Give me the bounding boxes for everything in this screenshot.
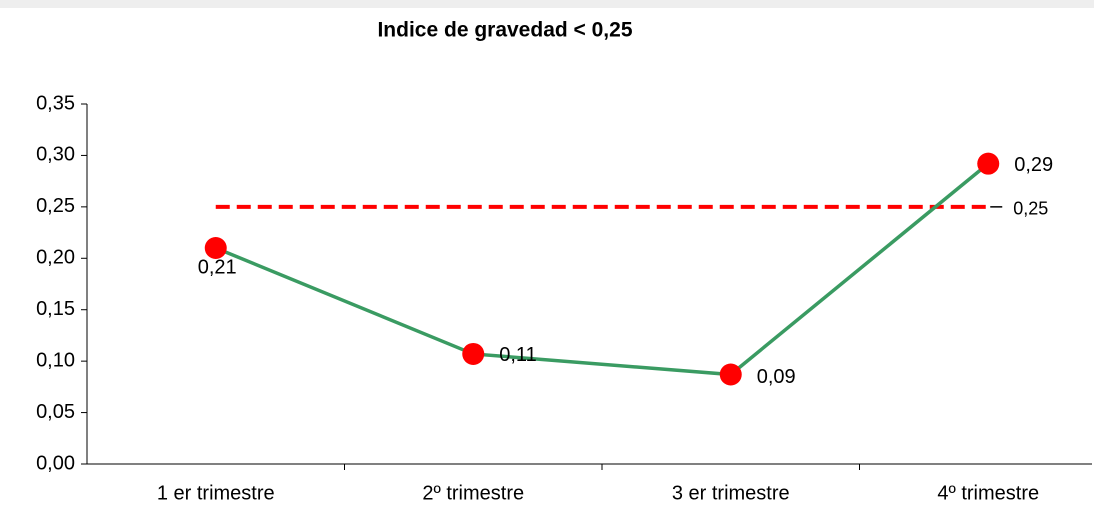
y-tick-label: 0,00: [36, 452, 75, 474]
x-tick-label: 2º trimestre: [422, 482, 524, 504]
x-tick-label: 3 er trimestre: [672, 482, 790, 504]
y-tick-label: 0,05: [36, 401, 75, 423]
y-tick-label: 0,20: [36, 247, 75, 269]
marker: [977, 152, 1000, 175]
data-label: 0,29: [1014, 154, 1053, 176]
data-label: 0,11: [499, 344, 536, 366]
y-tick-label: 0,10: [36, 349, 75, 371]
marker: [204, 237, 227, 259]
y-tick-label: 0,35: [36, 92, 75, 114]
x-tick-label: 4º trimestre: [937, 482, 1039, 504]
y-tick-label: 0,30: [36, 144, 75, 166]
data-label: 0,09: [757, 366, 796, 388]
series-line: [215, 162, 990, 377]
y-tick-label: 0,15: [36, 298, 75, 320]
threshold-label: 0,25: [1013, 199, 1048, 219]
y-tick-label: 0,25: [36, 195, 75, 217]
marker: [462, 342, 485, 365]
marker: [719, 363, 742, 386]
chart-title: Indice de gravedad < 0,25: [377, 19, 632, 42]
data-label: 0,21: [198, 256, 237, 278]
top-strip: [0, 0, 1094, 8]
x-tick-label: 1 er trimestre: [157, 482, 275, 504]
